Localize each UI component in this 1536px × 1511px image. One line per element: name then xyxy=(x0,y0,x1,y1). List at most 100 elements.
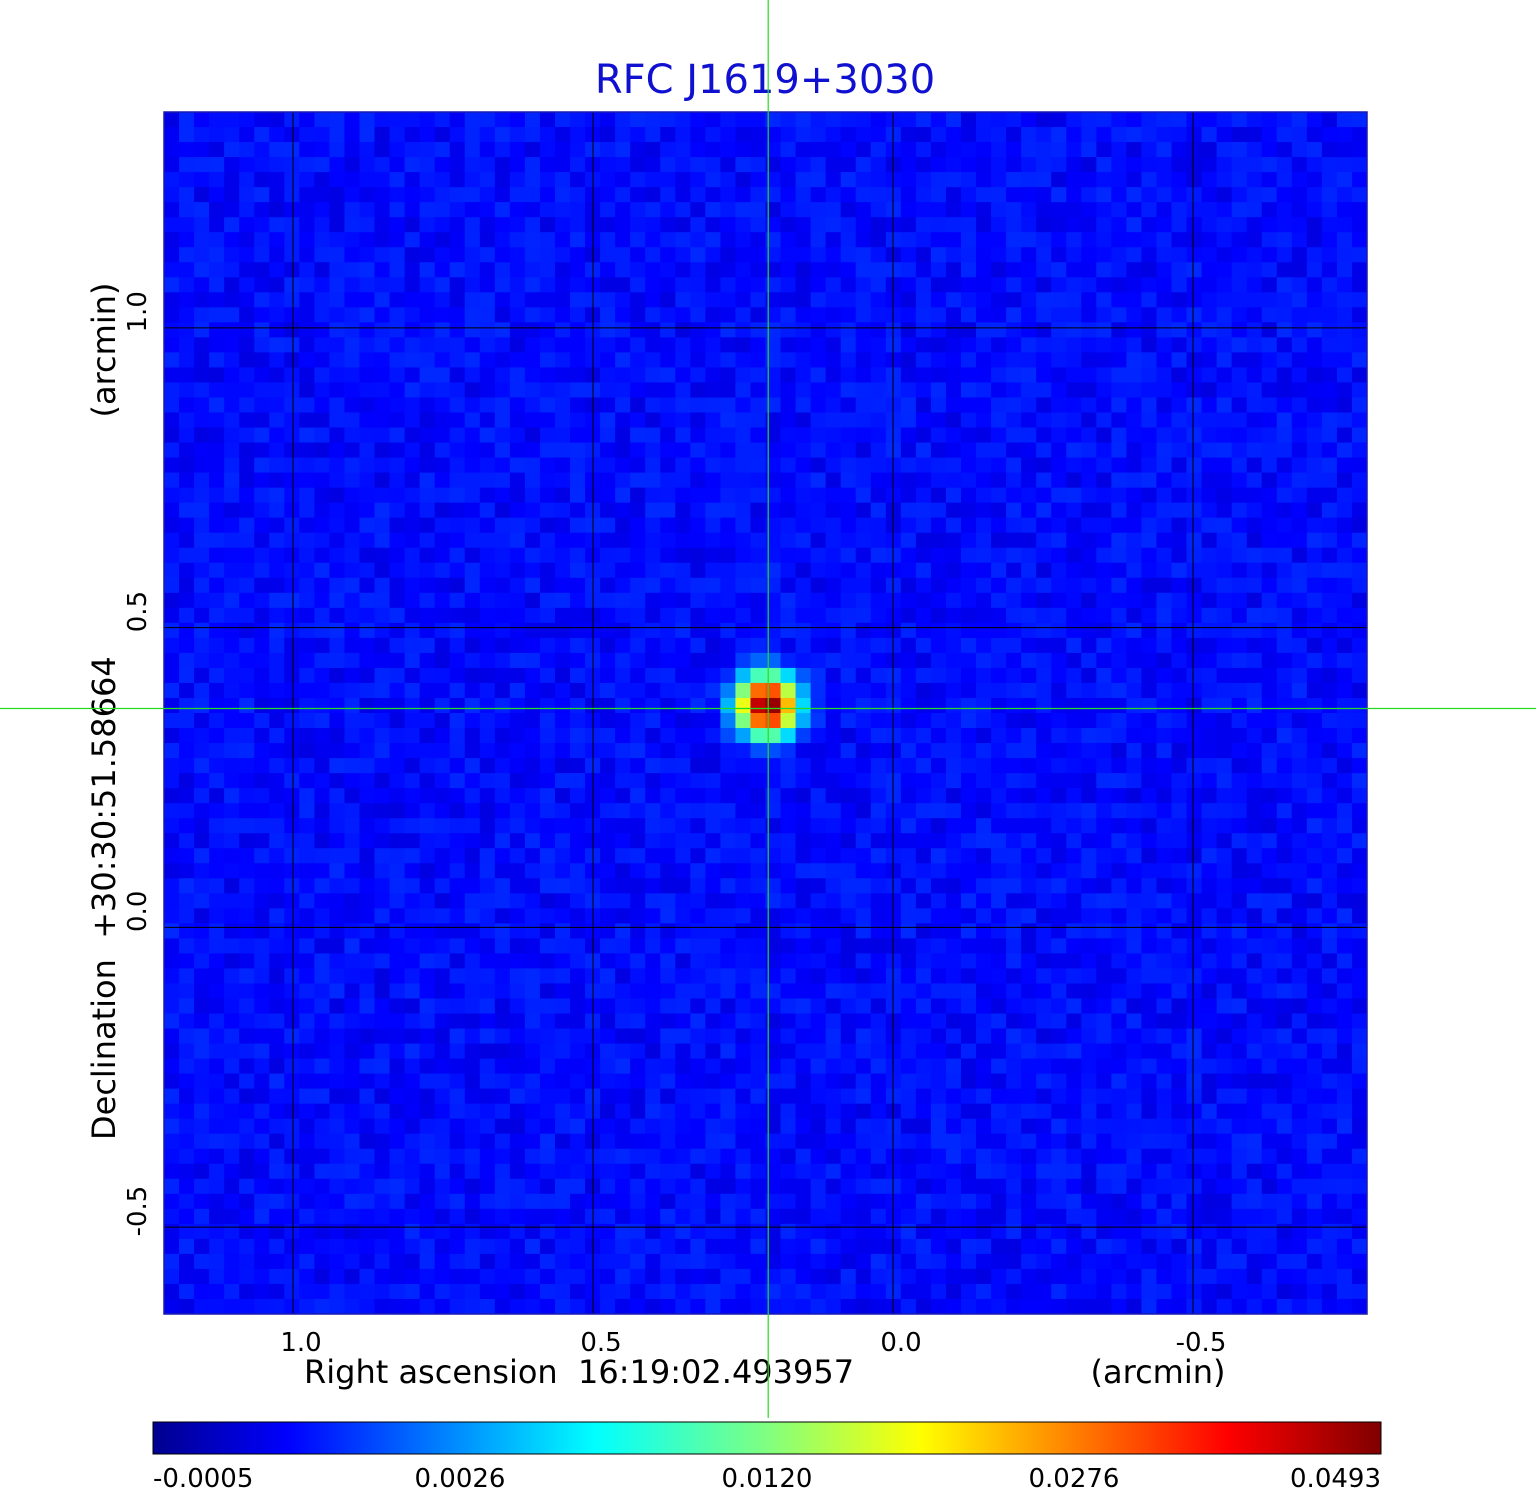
heatmap-cell xyxy=(795,322,812,338)
heatmap-cell xyxy=(254,382,270,399)
heatmap-cell xyxy=(314,652,331,669)
heatmap-cell xyxy=(539,487,556,504)
heatmap-cell xyxy=(1276,758,1293,774)
heatmap-cell xyxy=(675,217,691,233)
heatmap-cell xyxy=(1111,202,1127,218)
heatmap-cell xyxy=(840,667,857,684)
heatmap-cell xyxy=(735,187,752,203)
heatmap-cell xyxy=(419,352,436,369)
heatmap-cell xyxy=(464,337,481,354)
heatmap-cell xyxy=(1231,577,1248,594)
heatmap-cell xyxy=(720,803,737,819)
heatmap-cell xyxy=(1276,187,1293,203)
heatmap-cell xyxy=(930,893,947,909)
heatmap-cell xyxy=(855,217,872,233)
heatmap-cell xyxy=(615,622,631,639)
heatmap-cell xyxy=(254,232,270,248)
heatmap-cell xyxy=(524,277,541,293)
heatmap-cell xyxy=(164,953,180,970)
heatmap-cell xyxy=(645,1028,661,1045)
heatmap-cell xyxy=(524,487,541,504)
heatmap-cell xyxy=(254,487,270,504)
heatmap-cell xyxy=(945,397,962,414)
heatmap-cell xyxy=(1051,187,1067,203)
heatmap-cell xyxy=(720,127,737,143)
heatmap-cell xyxy=(660,367,676,384)
heatmap-cell xyxy=(870,457,887,474)
heatmap-cell xyxy=(224,457,240,474)
heatmap-cell xyxy=(1156,713,1173,729)
heatmap-cell xyxy=(600,682,616,699)
heatmap-cell xyxy=(1201,427,1218,444)
heatmap-cell xyxy=(720,577,737,594)
heatmap-cell xyxy=(1201,502,1218,519)
heatmap-cell xyxy=(329,457,346,474)
heatmap-cell xyxy=(179,667,195,684)
heatmap-cell xyxy=(299,127,315,143)
heatmap-cell xyxy=(1276,142,1293,158)
heatmap-cell xyxy=(479,472,496,489)
heatmap-cell xyxy=(404,412,421,429)
heatmap-cell xyxy=(1171,577,1188,594)
heatmap-cell xyxy=(329,818,346,834)
heatmap-cell xyxy=(1216,352,1233,369)
heatmap-cell xyxy=(885,622,902,639)
heatmap-cell xyxy=(765,607,782,624)
heatmap-cell xyxy=(1231,172,1248,188)
heatmap-cell xyxy=(209,667,225,684)
heatmap-cell xyxy=(1261,818,1278,834)
heatmap-cell xyxy=(509,983,526,1000)
heatmap-cell xyxy=(344,788,361,804)
heatmap-cell xyxy=(870,517,887,534)
heatmap-cell xyxy=(1336,697,1353,714)
heatmap-cell xyxy=(284,743,300,759)
heatmap-cell xyxy=(164,187,180,203)
heatmap-cell xyxy=(810,172,827,188)
heatmap-cell xyxy=(1051,247,1067,263)
heatmap-cell xyxy=(374,1043,391,1060)
heatmap-cell xyxy=(1321,292,1338,308)
heatmap-cell xyxy=(1261,142,1278,158)
heatmap-cell xyxy=(1261,457,1278,474)
heatmap-cell xyxy=(750,172,767,188)
heatmap-cell xyxy=(404,1013,421,1030)
heatmap-cell xyxy=(164,172,180,188)
heatmap-cell xyxy=(314,1028,331,1045)
heatmap-cell xyxy=(900,457,917,474)
heatmap-cell xyxy=(675,728,691,744)
heatmap-cell xyxy=(930,397,947,414)
heatmap-cell xyxy=(224,1028,240,1045)
heatmap-cell xyxy=(780,923,797,939)
heatmap-cell xyxy=(194,412,210,429)
heatmap-cell xyxy=(780,893,797,909)
heatmap-cell xyxy=(690,382,706,399)
heatmap-cell xyxy=(1261,112,1278,128)
heatmap-cell xyxy=(675,848,691,864)
heatmap-cell xyxy=(434,667,451,684)
heatmap-cell xyxy=(1171,848,1188,864)
heatmap-cell xyxy=(915,127,932,143)
heatmap-cell xyxy=(359,367,376,384)
heatmap-cell xyxy=(1216,307,1233,323)
heatmap-cell xyxy=(1276,232,1293,248)
heatmap-cell xyxy=(164,682,180,699)
heatmap-cell xyxy=(164,382,180,399)
heatmap-cell xyxy=(284,472,300,489)
heatmap-cell xyxy=(930,863,947,879)
heatmap-cell xyxy=(1066,292,1082,308)
heatmap-cell xyxy=(494,502,511,519)
heatmap-cell xyxy=(419,262,436,278)
heatmap-cell xyxy=(1231,487,1248,504)
heatmap-cell xyxy=(239,217,255,233)
heatmap-cell xyxy=(1141,487,1158,504)
heatmap-cell xyxy=(239,202,255,218)
heatmap-cell xyxy=(554,713,571,729)
heatmap-cell xyxy=(374,908,391,924)
heatmap-cell xyxy=(1036,307,1052,323)
heatmap-cell xyxy=(825,773,842,789)
heatmap-cell xyxy=(209,367,225,384)
heatmap-cell xyxy=(675,637,691,654)
heatmap-cell xyxy=(1231,502,1248,519)
heatmap-cell xyxy=(645,938,661,955)
heatmap-cell xyxy=(554,562,571,579)
